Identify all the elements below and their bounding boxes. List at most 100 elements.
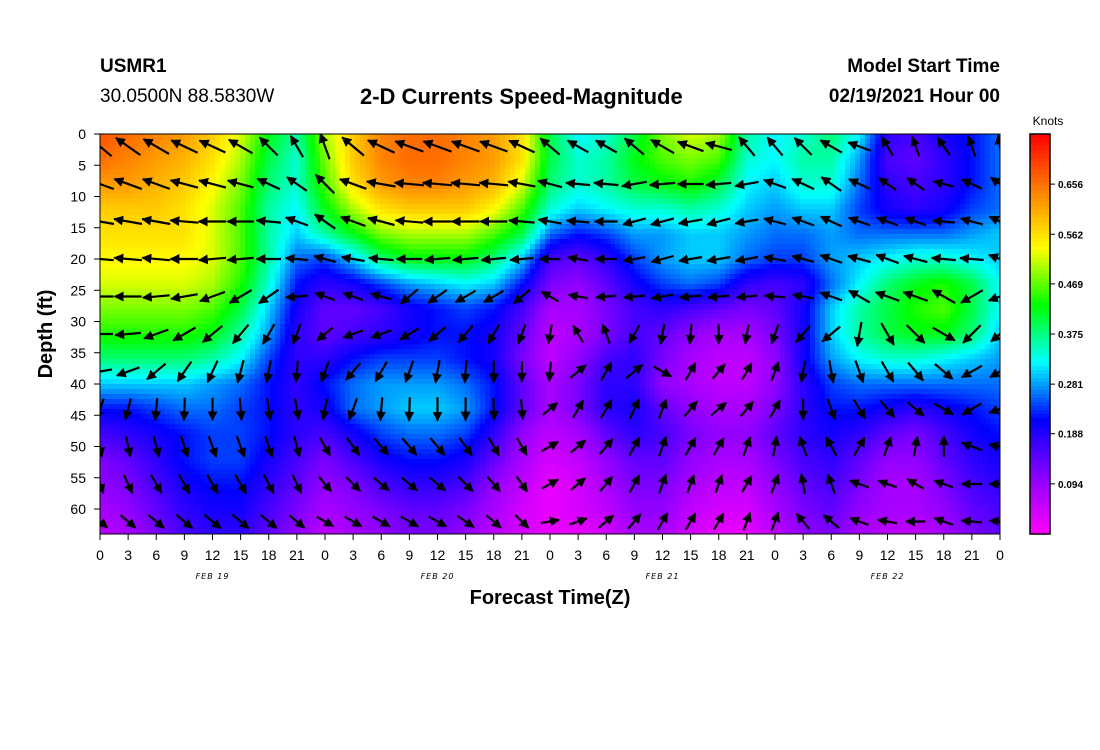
heatmap-cell [490,209,496,215]
heatmap-cell [945,234,951,240]
heatmap-cell [275,199,281,205]
heatmap-cell [900,264,906,270]
heatmap-cell [175,184,181,190]
heatmap-cell [855,204,861,210]
heatmap-cell [665,154,671,160]
heatmap-cell [655,194,661,200]
heatmap-cell [490,169,496,175]
heatmap-cell [635,199,641,205]
heatmap-cell [935,154,941,160]
heatmap-cell [200,159,206,165]
heatmap-cell [665,244,671,250]
heatmap-cell [940,209,946,215]
heatmap-cell [370,144,376,150]
heatmap-cell [360,229,366,235]
heatmap-cell [455,244,461,250]
heatmap-cell [150,189,156,195]
heatmap-cell [730,139,736,145]
heatmap-cell [755,139,761,145]
heatmap-cell [910,189,916,195]
heatmap-cell [240,269,246,275]
heatmap-cell [755,164,761,170]
heatmap-cell [125,229,131,235]
heatmap-cell [325,264,331,270]
heatmap-cell [880,159,886,165]
heatmap-cell [225,229,231,235]
heatmap-cell [455,159,461,165]
heatmap-cell [160,169,166,175]
heatmap-cell [670,199,676,205]
heatmap-cell [685,154,691,160]
heatmap-cell [635,139,641,145]
heatmap-cell [945,224,951,230]
heatmap-cell [855,169,861,175]
heatmap-cell [660,189,666,195]
heatmap-cell [100,264,106,270]
heatmap-cell [560,149,566,155]
heatmap-cell [595,194,601,200]
heatmap-cell [420,229,426,235]
heatmap-cell [155,234,161,240]
heatmap-cell [735,209,741,215]
heatmap-cell [990,249,996,255]
heatmap-cell [940,249,946,255]
heatmap-cell [675,224,681,230]
heatmap-cell [650,134,656,140]
heatmap-cell [205,154,211,160]
heatmap-cell [275,269,281,275]
heatmap-cell [405,164,411,170]
heatmap-cell [340,219,346,225]
heatmap-cell [335,244,341,250]
heatmap-cell [300,269,306,275]
heatmap-cell [935,184,941,190]
heatmap-cell [845,154,851,160]
heatmap-cell [170,209,176,215]
heatmap-cell [605,214,611,220]
heatmap-cell [860,194,866,200]
heatmap-cell [690,139,696,145]
heatmap-cell [720,224,726,230]
heatmap-cell [235,149,241,155]
heatmap-cell [115,234,121,240]
heatmap-cell [640,169,646,175]
heatmap-cell [780,264,786,270]
heatmap-cell [265,234,271,240]
heatmap-cell [510,224,516,230]
heatmap-cell [670,144,676,150]
heatmap-cell [310,234,316,240]
heatmap-cell [560,139,566,145]
heatmap-cell [920,144,926,150]
heatmap-cell [370,229,376,235]
heatmap-cell [770,189,776,195]
heatmap-cell [900,199,906,205]
heatmap-cell [670,249,676,255]
heatmap-cell [410,174,416,180]
heatmap-cell [550,224,556,230]
heatmap-cell [210,164,216,170]
heatmap-cell [735,159,741,165]
heatmap-cell [475,204,481,210]
heatmap-cell [795,149,801,155]
heatmap-cell [350,149,356,155]
heatmap-cell [320,159,326,165]
heatmap-cell [265,244,271,250]
heatmap-cell [105,179,111,185]
heatmap-cell [455,209,461,215]
heatmap-cell [135,209,141,215]
heatmap-cell [545,204,551,210]
heatmap-cell [540,239,546,245]
heatmap-cell [855,234,861,240]
heatmap-cell [270,204,276,210]
heatmap-cell [810,189,816,195]
heatmap-cell [545,164,551,170]
heatmap-cell [165,244,171,250]
heatmap-cell [565,259,571,265]
heatmap-cell [950,239,956,245]
heatmap-cell [635,164,641,170]
heatmap-cell [905,164,911,170]
heatmap-cell [820,209,826,215]
heatmap-cell [920,234,926,240]
heatmap-cell [365,239,371,245]
heatmap-cell [625,269,631,275]
heatmap-cell [255,154,261,160]
